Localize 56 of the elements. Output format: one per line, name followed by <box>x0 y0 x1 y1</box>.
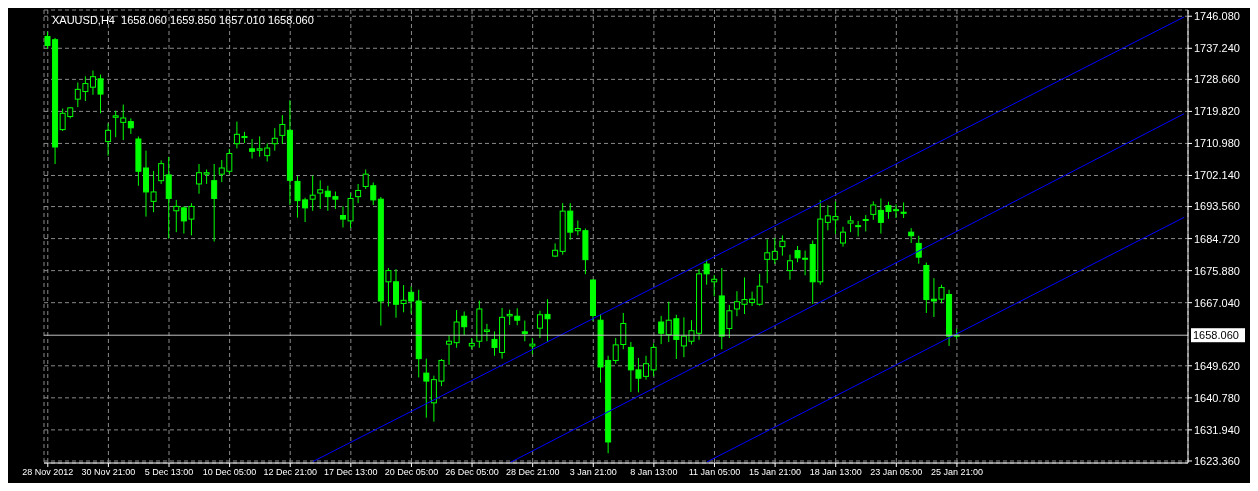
candlestick <box>711 274 718 297</box>
x-tick-label: 11 Jan 05:00 <box>688 467 741 478</box>
candlestick <box>915 235 922 265</box>
x-tick-label: 8 Jan 13:00 <box>630 467 678 478</box>
y-tick-label: 1623.360 <box>1194 454 1240 467</box>
y-tick-label: 1728.660 <box>1194 73 1240 86</box>
candlestick <box>840 226 846 248</box>
candlestick <box>355 183 362 204</box>
candlestick <box>211 163 218 243</box>
x-tick-label: 20 Dec 05:00 <box>384 467 439 478</box>
candlestick <box>756 273 763 307</box>
y-tick-label: 1684.720 <box>1194 232 1240 245</box>
x-tick-label: 25 Jan 21:00 <box>930 467 983 478</box>
candlestick <box>173 199 180 233</box>
candlestick <box>105 122 112 157</box>
candlestick <box>870 200 877 221</box>
candlestick <box>158 159 165 185</box>
candlestick <box>483 323 490 342</box>
y-tick-label: 1702.140 <box>1194 169 1240 182</box>
ref-line-label: 1658.060 <box>1193 329 1239 342</box>
x-tick-label: 28 Nov 2012 <box>22 467 74 478</box>
x-tick-label: 5 Dec 13:00 <box>144 467 194 478</box>
y-tick-label: 1675.880 <box>1194 264 1240 277</box>
x-tick-label: 23 Jan 05:00 <box>870 467 923 478</box>
candlestick <box>786 254 793 281</box>
candlestick <box>423 358 430 419</box>
x-tick-label: 26 Dec 05:00 <box>445 467 499 478</box>
y-tick-label: 1746.080 <box>1194 10 1240 23</box>
candlestick <box>317 179 324 210</box>
candlestick <box>658 315 665 345</box>
y-tick-label: 1667.040 <box>1194 296 1240 309</box>
candlestick <box>271 127 278 152</box>
x-tick-label: 17 Dec 13:00 <box>324 467 378 478</box>
x-tick-label: 3 Jan 21:00 <box>569 467 617 478</box>
candlestick <box>552 242 559 258</box>
y-tick-label: 1719.820 <box>1194 105 1240 118</box>
x-tick-label: 15 Jan 21:00 <box>749 467 802 478</box>
y-tick-label: 1693.560 <box>1194 200 1240 213</box>
x-tick-label: 30 Nov 21:00 <box>81 467 136 478</box>
y-tick-label: 1631.940 <box>1194 423 1240 436</box>
x-tick-label: 28 Dec 21:00 <box>505 467 560 478</box>
y-tick-label: 1710.980 <box>1194 137 1240 150</box>
candlestick <box>764 238 771 284</box>
candlestick <box>165 156 172 240</box>
x-tick-label: 12 Dec 21:00 <box>263 467 317 478</box>
y-tick-label: 1640.780 <box>1194 391 1240 404</box>
y-tick-label: 1737.240 <box>1194 42 1240 55</box>
candlestick <box>309 175 316 212</box>
candlestick <box>521 320 528 342</box>
candlestick <box>779 234 786 257</box>
x-tick-label: 10 Dec 05:00 <box>202 467 257 478</box>
y-tick-label: 1649.620 <box>1194 359 1240 372</box>
candlestick <box>855 220 862 237</box>
candlestick <box>771 237 778 265</box>
chart-title: XAUUSD,H4 1658.060 1659.850 1657.010 1658.060 <box>52 14 314 26</box>
x-tick-label: 18 Jan 13:00 <box>809 467 862 478</box>
